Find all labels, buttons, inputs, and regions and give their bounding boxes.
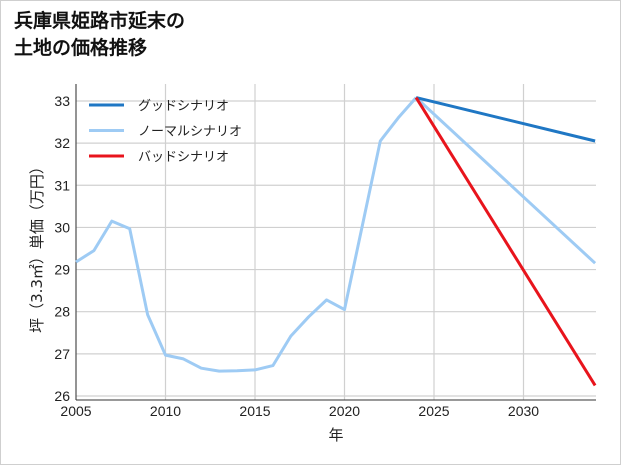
title-line-2: 土地の価格推移 [14,37,148,59]
chart-title: 兵庫県姫路市延末の 土地の価格推移 [14,8,185,62]
x-tick-label: 2010 [150,403,181,419]
series-line [75,96,418,373]
legend-label: グッドシナリオ [138,99,229,114]
x-tick-label: 2030 [508,403,539,419]
x-tick-label: 2020 [329,403,360,419]
x-tick-label: 2005 [60,403,91,419]
y-tick-label: 33 [54,93,70,109]
x-tick-label: 2015 [239,403,270,419]
y-tick-label: 29 [54,262,70,278]
series-line [415,96,596,143]
y-tick-label: 26 [54,388,70,404]
legend-label: ノーマルシナリオ [138,125,242,140]
y-tick-label: 32 [54,135,70,151]
y-tick-label: 28 [54,304,70,320]
x-axis-label: 年 [328,426,343,444]
y-axis-label: 坪（3.3㎡）単価（万円） [28,159,46,333]
series-line [415,96,597,265]
legend-label: バッドシナリオ [138,150,229,165]
y-tick-label: 30 [54,219,70,235]
title-line-1: 兵庫県姫路市延末の [14,10,186,32]
series-line [414,96,597,387]
y-tick-label: 27 [54,346,70,362]
y-tick-label: 31 [54,177,70,193]
x-tick-label: 2025 [418,403,449,419]
